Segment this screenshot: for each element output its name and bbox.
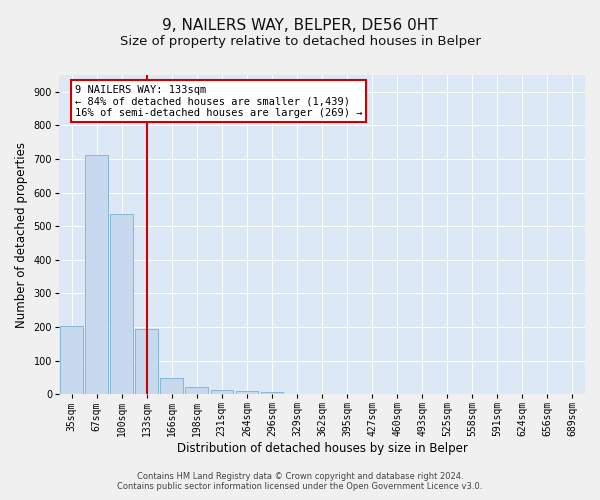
Bar [136,330,158,394]
Text: 9 NAILERS WAY: 133sqm
← 84% of detached houses are smaller (1,439)
16% of semi-d: 9 NAILERS WAY: 133sqm ← 84% of detached … [75,84,362,118]
Bar [260,392,283,394]
Bar [160,378,183,394]
Text: Contains HM Land Registry data © Crown copyright and database right 2024.: Contains HM Land Registry data © Crown c… [137,472,463,481]
Bar [110,214,133,394]
Y-axis label: Number of detached properties: Number of detached properties [15,142,28,328]
Text: Size of property relative to detached houses in Belper: Size of property relative to detached ho… [119,35,481,48]
X-axis label: Distribution of detached houses by size in Belper: Distribution of detached houses by size … [176,442,467,455]
Text: 9, NAILERS WAY, BELPER, DE56 0HT: 9, NAILERS WAY, BELPER, DE56 0HT [162,18,438,32]
Text: Contains public sector information licensed under the Open Government Licence v3: Contains public sector information licen… [118,482,482,491]
Bar [60,326,83,394]
Bar [85,154,108,394]
Bar [211,390,233,394]
Bar [185,387,208,394]
Bar [236,391,258,394]
